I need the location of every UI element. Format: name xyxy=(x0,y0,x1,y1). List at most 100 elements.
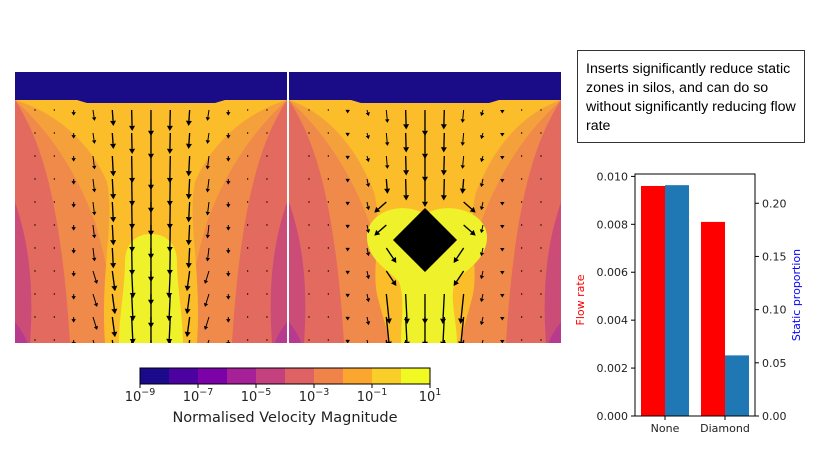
velocity-dot xyxy=(540,293,542,295)
velocity-arrowhead xyxy=(91,139,97,144)
colorbar-tick-label: 10−7 xyxy=(183,387,214,405)
velocity-arrowhead xyxy=(374,229,381,236)
velocity-arrow xyxy=(188,224,191,241)
velocity-dot xyxy=(34,178,36,180)
free-surface xyxy=(15,72,287,103)
velocity-dot xyxy=(34,155,36,157)
velocity-arrowhead xyxy=(365,158,370,163)
velocity-arrow xyxy=(481,339,484,343)
velocity-arrow xyxy=(207,247,210,258)
velocity-dot xyxy=(540,178,542,180)
velocity-arrow xyxy=(92,293,97,304)
velocity-arrowhead xyxy=(185,262,192,269)
velocity-dot xyxy=(327,316,330,318)
velocity-arrow xyxy=(404,293,408,319)
velocity-arrowhead xyxy=(71,158,76,162)
bar-static-proportion-none xyxy=(665,185,689,416)
velocity-dot xyxy=(53,316,56,318)
y-right-tick-label: 0.00 xyxy=(762,410,787,423)
velocity-dot xyxy=(34,270,36,272)
velocity-dot xyxy=(53,224,56,226)
bar-static-proportion-diamond xyxy=(725,355,749,416)
velocity-arrowhead xyxy=(390,256,397,263)
velocity-arrow xyxy=(366,132,369,136)
velocity-arrow xyxy=(462,109,465,120)
velocity-arrow xyxy=(130,293,134,316)
y-left-tick-label: 0.008 xyxy=(597,218,629,231)
velocity-dot xyxy=(266,109,268,111)
velocity-arrowhead xyxy=(453,279,460,286)
velocity-arrow xyxy=(111,316,115,333)
field-contour xyxy=(289,202,306,343)
velocity-dot xyxy=(308,155,310,157)
velocity-arrowhead xyxy=(421,201,428,207)
velocity-dot xyxy=(540,316,542,318)
velocity-dot xyxy=(327,270,330,272)
velocity-arrowhead xyxy=(129,148,136,154)
velocity-arrow xyxy=(366,247,369,253)
velocity-arrowhead xyxy=(226,273,231,277)
bar-flow-rate-none xyxy=(641,185,665,416)
velocity-arrow xyxy=(404,316,408,342)
velocity-dot xyxy=(540,224,542,226)
velocity-arrow xyxy=(385,178,388,189)
velocity-field-diamond-insert xyxy=(289,72,561,343)
y-left-tick-label: 0.000 xyxy=(597,410,629,423)
velocity-arrowhead xyxy=(458,318,465,324)
velocity-arrowhead xyxy=(203,302,209,307)
velocity-arrowhead xyxy=(384,142,390,146)
velocity-arrowhead xyxy=(91,116,97,121)
velocity-arrowhead xyxy=(403,195,410,201)
velocity-arrowhead xyxy=(184,331,191,338)
velocity-arrowhead xyxy=(365,206,371,211)
velocity-arrow xyxy=(377,201,387,210)
velocity-arrowhead xyxy=(345,132,350,137)
velocity-arrowhead xyxy=(453,256,460,263)
velocity-arrowhead xyxy=(226,250,231,254)
velocity-arrow xyxy=(366,178,369,184)
velocity-dot xyxy=(53,155,56,157)
velocity-arrow xyxy=(366,109,369,113)
velocity-arrowhead xyxy=(110,170,117,177)
velocity-arrowhead xyxy=(71,112,76,116)
velocity-dot xyxy=(34,293,36,295)
velocity-dot xyxy=(246,224,249,226)
y-right-tick-label: 0.10 xyxy=(762,304,787,317)
colorbar-band xyxy=(343,368,373,384)
velocity-arrow xyxy=(188,201,191,218)
velocity-arrow xyxy=(385,316,390,342)
plot-frame xyxy=(634,173,756,417)
velocity-arrow xyxy=(385,109,388,120)
velocity-arrowhead xyxy=(91,211,97,216)
colorbar-label: Normalised Velocity Magnitude xyxy=(172,410,397,426)
velocity-arrowhead xyxy=(205,211,210,216)
velocity-arrow xyxy=(92,316,97,327)
velocity-arrow xyxy=(463,224,473,233)
velocity-dot xyxy=(540,109,542,111)
free-surface xyxy=(289,72,561,103)
bar-flow-rate-diamond xyxy=(701,221,725,416)
velocity-arrow xyxy=(385,247,394,260)
velocity-dot xyxy=(327,155,330,157)
velocity-dot xyxy=(327,293,330,295)
colorbar-band xyxy=(314,368,344,384)
velocity-arrow xyxy=(205,316,210,327)
velocity-dot xyxy=(327,178,330,180)
y-right-tick-label: 0.20 xyxy=(762,197,787,210)
velocity-arrow xyxy=(385,293,390,319)
velocity-dot xyxy=(327,247,330,249)
velocity-arrowhead xyxy=(203,325,209,330)
velocity-arrowhead xyxy=(166,148,173,154)
velocity-arrow xyxy=(366,201,369,207)
velocity-arrow xyxy=(460,316,465,342)
velocity-arrow xyxy=(385,155,388,166)
velocity-arrowhead xyxy=(226,112,231,116)
velocity-dot xyxy=(53,339,56,341)
velocity-arrowhead xyxy=(384,165,390,169)
velocity-arrowhead xyxy=(345,339,350,343)
velocity-arrow xyxy=(207,132,210,141)
velocity-dot xyxy=(327,201,330,203)
panel-divider xyxy=(287,72,289,343)
velocity-dot xyxy=(246,201,249,203)
velocity-arrowhead xyxy=(500,224,505,229)
